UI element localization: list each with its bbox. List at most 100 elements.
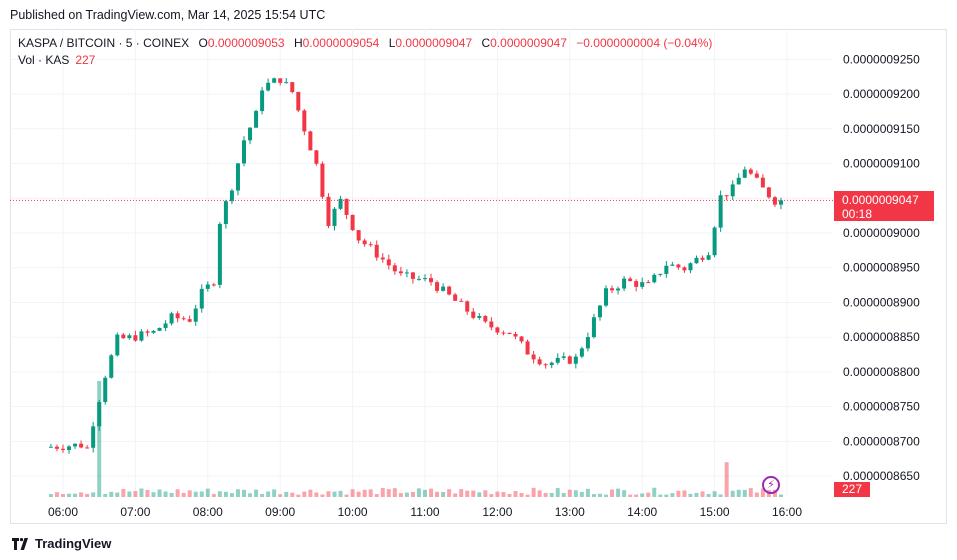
candle-body: [320, 163, 325, 197]
lightning-icon[interactable]: ⚡: [762, 476, 780, 494]
candle-body: [646, 282, 651, 284]
candle-body: [338, 198, 343, 209]
volume-bar: [676, 490, 681, 497]
candle-body: [700, 257, 705, 260]
candle-body: [248, 127, 253, 141]
chart-frame: [10, 29, 947, 524]
volume-bar: [688, 493, 693, 497]
candle-body: [332, 208, 337, 226]
candle-body: [73, 443, 78, 447]
y-tick-label: 0.0000009100: [843, 157, 920, 171]
candle-body: [513, 333, 518, 337]
last-price-tag: 0.0000009047 00:18: [834, 191, 934, 221]
volume-bar: [736, 489, 741, 497]
candle-body: [597, 305, 602, 318]
volume-bar: [350, 489, 355, 497]
volume-bar: [67, 493, 72, 497]
volume-bar: [398, 493, 403, 497]
tradingview-logo-icon: [12, 537, 28, 550]
candle-body: [181, 318, 186, 320]
volume-bar: [163, 491, 168, 497]
volume-bar: [652, 487, 657, 497]
change-value: −0.0000000004 (−0.04%): [576, 36, 713, 50]
y-tick-label: 0.0000008950: [843, 261, 920, 275]
candle-body: [435, 282, 440, 291]
brand-logo[interactable]: TradingView: [12, 536, 111, 551]
candle-body: [127, 335, 132, 339]
volume-tag: 227: [834, 482, 870, 497]
candle-body: [585, 337, 590, 349]
candle-body: [682, 267, 687, 271]
volume-bar: [416, 488, 421, 497]
volume-bar: [748, 488, 753, 497]
y-tick-label: 0.0000008650: [843, 469, 920, 483]
candle-body: [447, 286, 452, 295]
volume-bar: [489, 494, 494, 497]
volume-label[interactable]: Vol · KAS: [18, 53, 70, 67]
candle-body: [205, 284, 210, 289]
candle-body: [688, 263, 693, 271]
volume-bar: [296, 494, 301, 497]
y-tick-label: 0.0000009250: [843, 52, 920, 66]
low-label: L: [388, 36, 396, 50]
candle-body: [579, 348, 584, 357]
volume-bar: [61, 494, 65, 497]
candle-body: [676, 264, 681, 268]
close-value: 0.0000009047: [490, 36, 567, 50]
candle-body: [567, 356, 572, 364]
volume-bar: [537, 490, 542, 497]
volume-bar: [404, 492, 409, 497]
candle-body: [163, 323, 168, 328]
volume-bar: [157, 489, 162, 497]
y-tick-label: 0.0000009150: [843, 122, 920, 136]
volume-bar: [139, 488, 144, 497]
candle-body: [495, 327, 500, 333]
volume-bar: [308, 489, 313, 497]
volume-bar: [778, 494, 783, 497]
symbol-name[interactable]: KASPA / BITCOIN · 5 · COINEX: [18, 36, 190, 50]
volume-bar: [730, 490, 735, 497]
x-tick-label: 06:00: [48, 505, 78, 519]
candle-body: [260, 90, 265, 112]
candle-body: [109, 355, 114, 378]
volume-bar: [133, 491, 138, 497]
x-tick-label: 16:00: [772, 505, 802, 519]
volume-bar: [278, 494, 283, 497]
candle-body: [410, 272, 415, 279]
volume-bar: [302, 491, 307, 497]
candlestick-chart[interactable]: 0.0000009250 0.0000009200 0.0000009150 0.00…: [10, 29, 947, 524]
volume-bar: [640, 493, 645, 497]
candle-body: [531, 354, 536, 360]
volume-bar: [453, 493, 458, 497]
candle-body: [272, 78, 277, 83]
candle-body: [266, 82, 271, 91]
candle-body: [573, 356, 578, 364]
candle-body: [115, 334, 120, 356]
volume-bar: [362, 489, 367, 497]
candle-body: [652, 274, 657, 283]
volume-bar: [217, 491, 222, 497]
candle-body: [537, 359, 542, 365]
candle-body: [610, 288, 615, 291]
candle-body: [314, 150, 319, 164]
candle-body: [772, 197, 777, 205]
candle-body: [664, 265, 669, 274]
candle-body: [591, 317, 596, 338]
candle-body: [145, 331, 150, 333]
volume-bar: [441, 492, 446, 497]
volume-bar: [682, 490, 687, 497]
published-note: Published on TradingView.com, Mar 14, 20…: [10, 8, 326, 22]
candle-body: [356, 230, 361, 241]
volume-bar: [48, 494, 53, 497]
candle-body: [193, 308, 198, 322]
volume-bar: [694, 492, 699, 497]
volume-bar: [356, 491, 361, 497]
candle-body: [736, 177, 741, 185]
y-tick-label: 0.0000008900: [843, 295, 920, 309]
open-label: O: [198, 36, 208, 50]
y-tick-label: 0.0000008700: [843, 434, 920, 448]
volume-bar: [459, 489, 464, 497]
volume-bar: [229, 493, 234, 497]
volume-bar: [561, 493, 566, 497]
volume-bar: [169, 492, 174, 497]
